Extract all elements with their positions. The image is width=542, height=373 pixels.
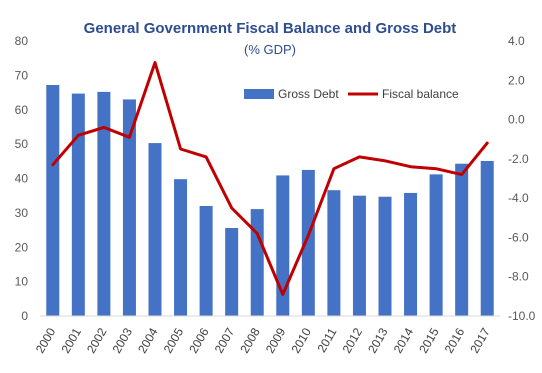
right-axis-tick-label: 2.0 <box>508 73 525 87</box>
point-fiscal-balance-2002 <box>102 126 106 129</box>
x-axis-tick-label: 2013 <box>365 325 391 355</box>
x-axis-tick-label: 2002 <box>84 325 110 355</box>
bar-gross-debt-2001 <box>71 93 85 316</box>
bar-gross-debt-2003 <box>122 99 136 316</box>
x-axis-tick-label: 2005 <box>161 325 187 355</box>
right-axis-tick-label: 0.0 <box>508 113 525 127</box>
bar-gross-debt-2009 <box>276 175 290 316</box>
bar-gross-debt-2012 <box>352 195 366 316</box>
bar-gross-debt-2016 <box>455 163 469 316</box>
point-fiscal-balance-2001 <box>77 134 80 137</box>
left-axis-tick-label: 40 <box>15 172 29 186</box>
right-axis-ticks: 4.0 2.0 0.0 -2.0 -4.0 -6.0 -8.0 -10.0 <box>508 34 536 323</box>
left-axis-tick-label: 50 <box>15 137 29 151</box>
bar-gross-debt-2005 <box>174 179 188 316</box>
x-axis-tick-label: 2014 <box>391 325 417 355</box>
bar-gross-debt-2000 <box>46 85 60 316</box>
legend: Gross Debt Fiscal balance <box>244 87 459 101</box>
point-fiscal-balance-2000 <box>51 163 54 166</box>
bar-gross-debt-2017 <box>480 160 494 316</box>
bar-gross-debt-2008 <box>250 209 264 316</box>
left-axis-tick-label: 10 <box>15 275 29 289</box>
left-axis-tick-label: 20 <box>15 240 29 254</box>
x-axis-tick-label: 2006 <box>186 325 212 355</box>
point-fiscal-balance-2004 <box>153 61 157 64</box>
point-fiscal-balance-2012 <box>358 155 361 159</box>
x-axis-tick-label: 2016 <box>442 325 468 355</box>
left-axis-tick-label: 0 <box>21 309 28 323</box>
x-axis-tick-label: 2008 <box>237 325 263 355</box>
legend-label-gross-debt: Gross Debt <box>278 87 339 101</box>
right-axis-tick-label: -6.0 <box>508 230 529 244</box>
bar-gross-debt-2002 <box>97 91 111 316</box>
left-axis-tick-label: 30 <box>15 206 29 220</box>
x-axis-tick-label: 2007 <box>212 325 238 355</box>
point-fiscal-balance-2007 <box>230 206 233 210</box>
point-fiscal-balance-2003 <box>128 136 131 139</box>
x-axis-ticks: 2000 2001 2002 2003 2004 2005 2006 2007 2008 2009… <box>33 325 493 355</box>
legend-swatch-gross-debt <box>244 89 274 99</box>
left-axis-tick-label: 60 <box>15 103 29 117</box>
point-fiscal-balance-2014 <box>409 165 412 168</box>
point-fiscal-balance-2005 <box>179 147 182 151</box>
bar-gross-debt-2006 <box>199 206 213 316</box>
left-axis-ticks: 0 10 20 30 40 50 60 70 80 <box>15 34 29 323</box>
chart-title: General Government Fiscal Balance and Gr… <box>84 20 457 37</box>
point-fiscal-balance-2006 <box>204 155 208 159</box>
point-fiscal-balance-2011 <box>332 167 336 170</box>
right-axis-tick-label: -8.0 <box>508 270 529 284</box>
line-fiscal-balance <box>51 61 489 296</box>
point-fiscal-balance-2008 <box>256 232 259 235</box>
x-axis-tick-label: 2011 <box>314 325 339 355</box>
point-fiscal-balance-2010 <box>307 234 310 237</box>
point-fiscal-balance-2009 <box>281 293 284 296</box>
bar-gross-debt-2011 <box>327 190 341 316</box>
bar-gross-debt-2007 <box>225 228 239 316</box>
x-axis-tick-label: 2010 <box>288 325 314 355</box>
point-fiscal-balance-2013 <box>383 159 387 163</box>
x-axis-tick-label: 2003 <box>110 325 136 355</box>
bar-gross-debt-2013 <box>378 196 392 316</box>
bar-gross-debt-2015 <box>429 174 443 316</box>
right-axis-tick-label: -10.0 <box>508 309 536 323</box>
legend-label-fiscal-balance: Fiscal balance <box>382 87 459 101</box>
bar-gross-debt-2010 <box>301 169 315 316</box>
right-axis-tick-label: -4.0 <box>508 191 529 205</box>
bar-gross-debt-2014 <box>404 192 418 316</box>
x-axis-tick-label: 2015 <box>416 325 442 355</box>
fiscal-balance-line <box>51 61 489 296</box>
left-axis-tick-label: 70 <box>15 68 29 82</box>
point-fiscal-balance-2017 <box>486 141 489 145</box>
x-axis-tick-label: 2000 <box>33 325 59 355</box>
x-axis-tick-label: 2017 <box>467 325 493 355</box>
point-fiscal-balance-2016 <box>460 173 463 176</box>
x-axis-tick-label: 2012 <box>340 325 366 355</box>
right-axis-tick-label: 4.0 <box>508 34 525 48</box>
chart-subtitle: (% GDP) <box>244 42 296 57</box>
point-fiscal-balance-2015 <box>434 167 438 170</box>
left-axis-tick-label: 80 <box>15 34 29 48</box>
bar-gross-debt-2004 <box>148 143 162 316</box>
right-axis-tick-label: -2.0 <box>508 152 529 166</box>
x-axis-tick-label: 2009 <box>263 325 289 355</box>
gross-debt-bars <box>46 85 494 316</box>
x-axis-tick-label: 2001 <box>58 325 84 355</box>
x-axis-tick-label: 2004 <box>135 325 161 355</box>
